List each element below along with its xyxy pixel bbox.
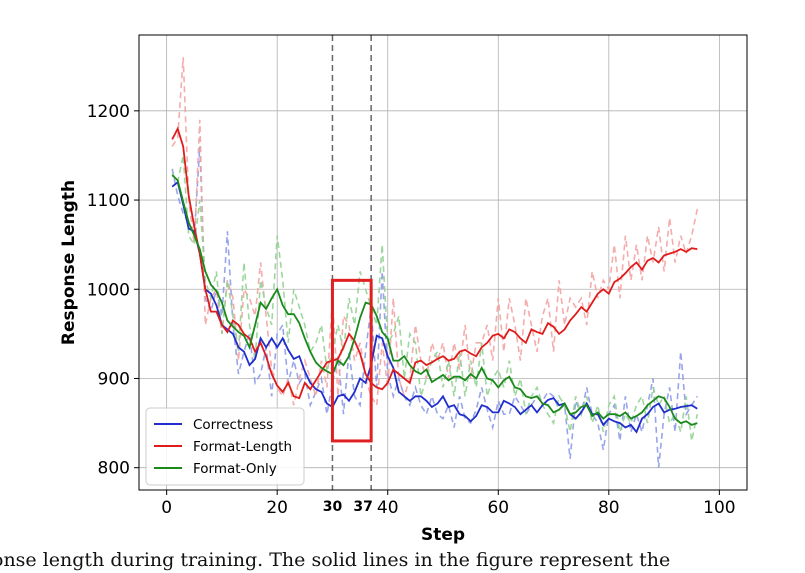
x-tick-label: 40 <box>377 498 399 518</box>
y-tick-label: 1100 <box>87 191 130 211</box>
smooth-line-correctness <box>171 180 698 434</box>
x-tick-label: 0 <box>161 498 172 518</box>
x-axis-label: Step <box>421 525 465 545</box>
step-marker-label: 37 <box>353 499 372 515</box>
x-axis-ticks: 0 20 40 60 80 100 <box>161 490 736 518</box>
smoothed-series-lines <box>171 126 698 434</box>
legend-label: Format-Only <box>193 461 277 477</box>
y-tick-label: 900 <box>98 369 130 389</box>
raw-line-format-length <box>171 57 699 408</box>
highlight-box <box>330 278 373 443</box>
y-axis-label: Response Length <box>59 180 79 345</box>
y-tick-label: 800 <box>98 459 130 479</box>
smooth-line-format-length <box>171 126 698 400</box>
legend-label: Format-Length <box>193 439 292 455</box>
x-tick-label: 60 <box>487 498 509 518</box>
x-tick-label: 80 <box>598 498 620 518</box>
raw-line-format-only <box>171 155 699 442</box>
smooth-line-format-only <box>171 174 698 426</box>
y-tick-label: 1000 <box>87 280 130 300</box>
legend-label: Correctness <box>193 417 273 433</box>
step-markers: 30 37 <box>323 35 373 515</box>
y-axis-ticks: 800 900 1000 1100 1200 <box>87 102 139 479</box>
legend: Correctness Format-Length Format-Only <box>145 407 305 486</box>
y-tick-label: 1200 <box>87 102 130 122</box>
plot-area-frame <box>138 34 748 491</box>
raw-series-lines <box>171 57 699 468</box>
figure-caption: onse length during training. The solid l… <box>0 549 671 571</box>
x-tick-label: 20 <box>266 498 288 518</box>
x-tick-label: 100 <box>703 498 735 518</box>
legend-box <box>145 407 305 486</box>
step-marker-label: 30 <box>323 499 343 515</box>
raw-line-correctness <box>171 146 698 468</box>
